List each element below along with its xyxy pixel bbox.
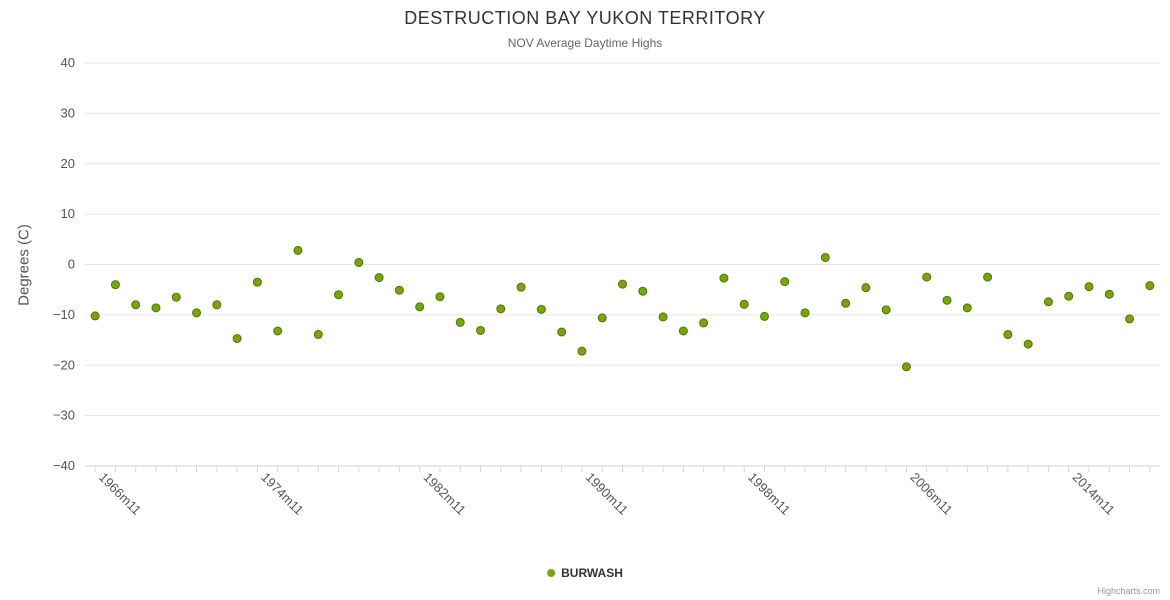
x-tick-label: 1990m11 [583,470,631,518]
data-point[interactable] [557,327,567,337]
data-point[interactable] [151,303,161,313]
data-point[interactable] [313,330,323,340]
data-point[interactable] [415,302,425,312]
data-point[interactable] [901,362,911,372]
data-point[interactable] [1125,314,1135,324]
data-point[interactable] [334,290,344,300]
data-point[interactable] [435,292,445,302]
data-point[interactable] [354,257,364,267]
data-point[interactable] [962,303,972,313]
data-point[interactable] [232,334,242,344]
data-point[interactable] [496,304,506,314]
data-point[interactable] [1003,330,1013,340]
x-tick-label: 2006m11 [907,470,955,518]
data-point[interactable] [881,305,891,315]
data-point[interactable] [476,325,486,335]
x-tick-label: 1966m11 [96,470,144,518]
y-tick-label: 10 [61,206,75,221]
y-tick-label: 30 [61,105,75,120]
data-point[interactable] [1064,291,1074,301]
data-point[interactable] [110,280,120,290]
legend-series-label[interactable]: BURWASH [561,566,623,580]
y-tick-label: 20 [61,156,75,171]
data-point[interactable] [820,252,830,262]
x-tick-label: 2014m11 [1070,470,1118,518]
y-tick-label: 40 [61,55,75,70]
data-point[interactable] [455,317,465,327]
data-point[interactable] [1023,339,1033,349]
data-point[interactable] [658,312,668,322]
data-point[interactable] [739,299,749,309]
data-point[interactable] [638,286,648,296]
data-point[interactable] [1104,289,1114,299]
data-point[interactable] [922,272,932,282]
x-tick-label: 1974m11 [258,470,306,518]
data-point[interactable] [719,273,729,283]
data-point[interactable] [1043,297,1053,307]
data-point[interactable] [618,279,627,289]
y-tick-label: −10 [53,307,75,322]
data-point[interactable] [252,277,262,287]
data-point[interactable] [1084,282,1094,292]
data-point[interactable] [577,346,587,356]
data-point[interactable] [1145,281,1155,291]
data-point[interactable] [90,311,100,321]
data-point[interactable] [212,300,222,310]
y-tick-label: −40 [53,458,75,473]
data-point[interactable] [394,285,404,295]
data-point[interactable] [536,304,546,314]
data-point[interactable] [800,308,810,318]
highcharts-credit[interactable]: Highcharts.com [1097,586,1160,596]
data-point[interactable] [597,313,607,323]
y-tick-label: 0 [68,257,75,272]
data-point[interactable] [699,318,709,328]
data-point[interactable] [192,308,202,318]
x-tick-label: 1998m11 [745,470,793,518]
data-point[interactable] [678,326,688,336]
x-tick-label: 1982m11 [421,470,469,518]
data-point[interactable] [861,283,871,293]
legend[interactable]: BURWASH [547,566,623,580]
data-point[interactable] [759,311,769,321]
y-tick-label: −30 [53,408,75,423]
chart-subtitle: NOV Average Daytime Highs [507,36,663,50]
data-point[interactable] [983,272,993,282]
chart-title: DESTRUCTION BAY YUKON TERRITORY [404,8,766,28]
data-point[interactable] [780,277,790,287]
data-point[interactable] [374,273,384,283]
y-tick-label: −20 [53,357,75,372]
data-point[interactable] [171,292,181,302]
data-point[interactable] [293,245,303,255]
data-point[interactable] [273,326,283,336]
data-point[interactable] [841,298,851,308]
data-point[interactable] [942,295,952,305]
data-point[interactable] [516,282,526,292]
data-point[interactable] [131,300,141,310]
legend-marker-icon [547,569,556,577]
